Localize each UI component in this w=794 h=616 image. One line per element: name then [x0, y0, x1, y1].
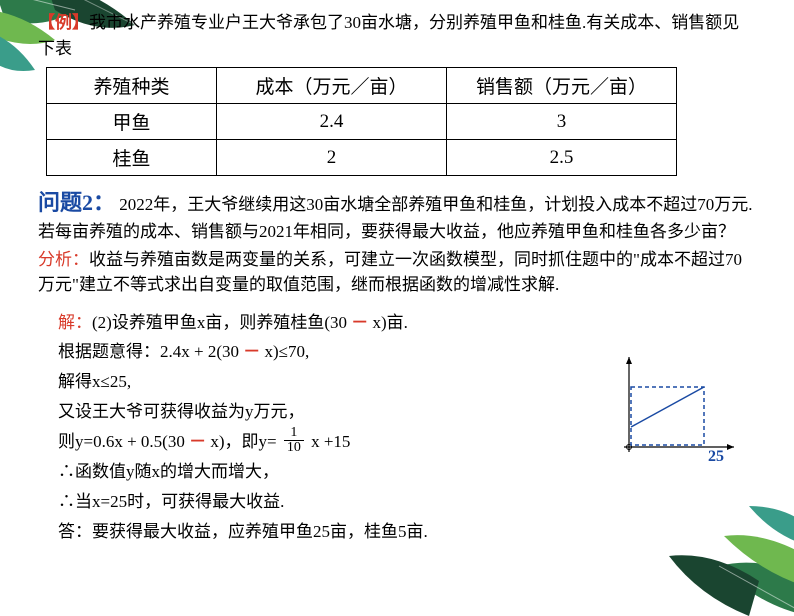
solution-prefix: 解：: [58, 313, 92, 332]
question2-block: 问题2： 2022年，王大爷继续用这30亩水塘全部养殖甲鱼和桂鱼，计划投入成本不…: [38, 186, 756, 245]
minus-sign: －: [243, 342, 260, 361]
example-text: 【例】我市水产养殖专业户王大爷承包了30亩水塘，分别养殖甲鱼和桂鱼.有关成本、销…: [38, 10, 756, 61]
header-type: 养殖种类: [47, 68, 217, 104]
example-prefix: 【例】: [38, 13, 89, 32]
header-cost: 成本（万元／亩）: [217, 68, 447, 104]
table-row: 甲鱼 2.4 3: [47, 104, 677, 140]
table-row: 桂鱼 2 2.5: [47, 140, 677, 176]
cost-sales-table: 养殖种类 成本（万元／亩） 销售额（万元／亩） 甲鱼 2.4 3 桂鱼 2 2.…: [46, 67, 677, 176]
question2-label: 问题2：: [38, 190, 115, 215]
table-header-row: 养殖种类 成本（万元／亩） 销售额（万元／亩）: [47, 68, 677, 104]
analysis-label: 分析：: [38, 250, 89, 269]
fraction: 110: [284, 426, 304, 455]
solution-block: 解：(2)设养殖甲鱼x亩，则养殖桂鱼(30 － x)亩. 根据题意得：2.4x …: [58, 308, 756, 547]
header-sales: 销售额（万元／亩）: [447, 68, 677, 104]
minus-sign: －: [189, 432, 206, 451]
analysis-block: 分析：收益与养殖亩数是两变量的关系，可建立一次函数模型，同时抓住题中的"成本不超…: [38, 247, 756, 298]
minus-sign: －: [351, 313, 368, 332]
